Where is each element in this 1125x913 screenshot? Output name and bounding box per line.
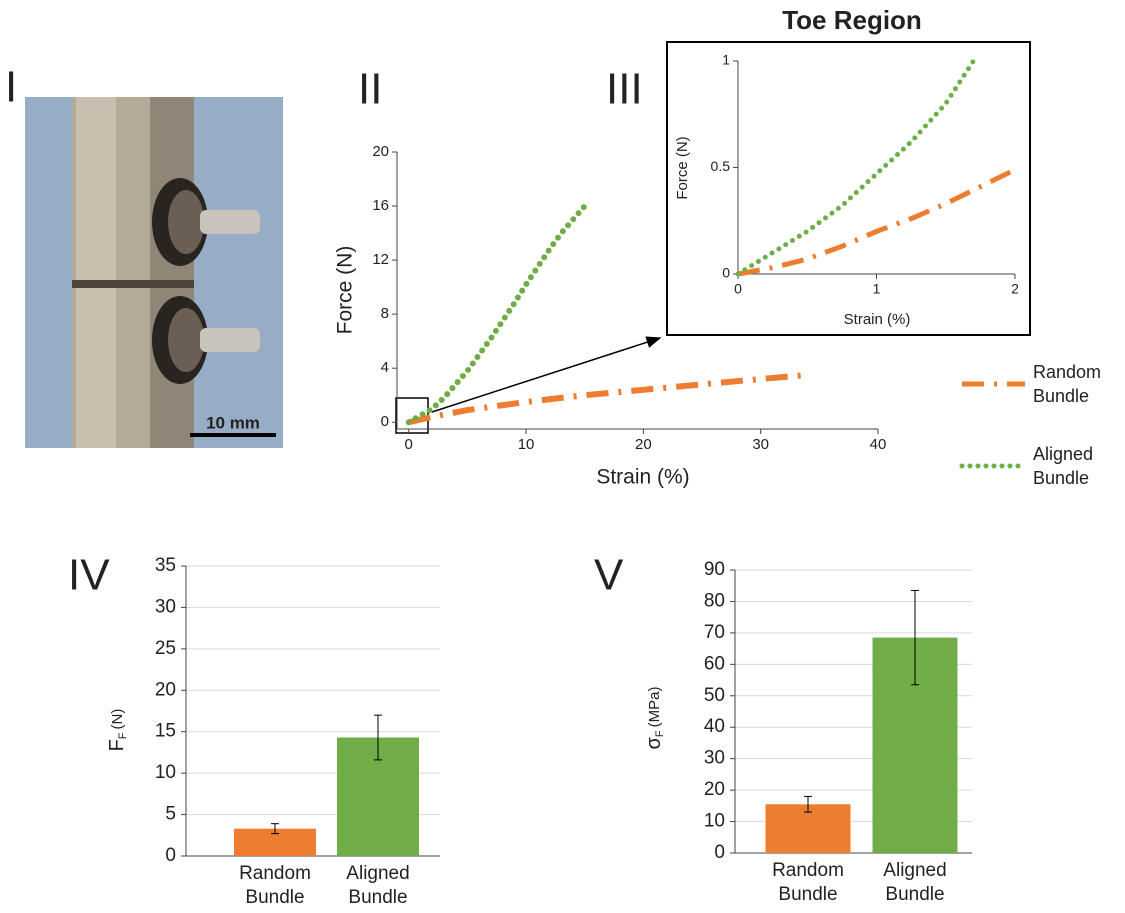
x-tick-label: Aligned Bundle <box>333 862 423 910</box>
y-tick-label: 0 <box>714 842 725 863</box>
x-tick-label: 30 <box>752 436 769 453</box>
y-axis-title: σF (MPa) <box>643 687 666 750</box>
y-tick-label: 70 <box>704 622 725 643</box>
x-tick-label: 0 <box>734 281 742 297</box>
y-tick-label: 20 <box>155 679 176 700</box>
x-tick-label: 40 <box>870 436 887 453</box>
y-axis-title: FF (N) <box>106 709 129 752</box>
y-axis-title-sub: F <box>654 730 666 737</box>
x-tick-label: Random Bundle <box>230 862 320 910</box>
panel-label: IV <box>68 551 110 600</box>
panel-label: III <box>606 65 643 114</box>
y-tick-label: 60 <box>704 653 725 674</box>
y-axis-title-sub: F <box>117 732 129 739</box>
y-tick-label: 90 <box>704 559 725 580</box>
y-tick-label: 25 <box>155 638 176 659</box>
y-tick-label: 35 <box>155 555 176 576</box>
legend-label: Aligned Bundle <box>1033 442 1113 490</box>
y-tick-label: 30 <box>704 748 725 769</box>
series-line <box>409 375 808 422</box>
y-axis-title-main: σ <box>643 736 665 749</box>
y-tick-label: 0 <box>722 265 730 281</box>
series-line <box>738 170 1015 274</box>
x-tick-label: 2 <box>1011 281 1019 297</box>
y-tick-label: 0 <box>381 413 389 430</box>
legend-label: Random Bundle <box>1033 360 1113 408</box>
x-tick-label: 0 <box>405 436 413 453</box>
x-tick-label: 1 <box>873 281 881 297</box>
x-tick-label: Aligned Bundle <box>870 859 960 907</box>
panel-label: I <box>5 63 17 112</box>
y-tick-label: 20 <box>704 779 725 800</box>
inset-frame <box>667 42 1030 335</box>
y-tick-label: 0.5 <box>711 158 731 174</box>
y-tick-label: 40 <box>704 716 725 737</box>
y-tick-label: 15 <box>155 721 176 742</box>
y-tick-label: 20 <box>372 143 389 160</box>
y-tick-label: 50 <box>704 685 725 706</box>
x-axis-title: Strain (%) <box>844 311 911 328</box>
series-line <box>409 206 585 422</box>
figure: 10 mm I II III IV V 048121620010203040St… <box>0 0 1125 913</box>
y-axis-title: Force (N) <box>334 246 357 335</box>
y-tick-label: 5 <box>165 804 176 825</box>
y-tick-label: 30 <box>155 596 176 617</box>
x-tick-label: Random Bundle <box>763 859 853 907</box>
y-tick-label: 1 <box>722 52 730 68</box>
y-tick-label: 12 <box>372 251 389 268</box>
chart-title: Toe Region <box>782 5 922 35</box>
y-tick-label: 16 <box>372 197 389 214</box>
x-tick-label: 10 <box>518 436 535 453</box>
y-axis-title: Force (N) <box>674 136 691 199</box>
y-tick-label: 8 <box>381 305 389 322</box>
y-axis-title-main: F <box>106 739 128 751</box>
y-tick-label: 10 <box>155 762 176 783</box>
y-axis-title-unit: (N) <box>109 709 126 730</box>
x-axis-title: Strain (%) <box>596 466 689 489</box>
scale-bar-label: 10 mm <box>206 413 260 432</box>
figure-canvas: 10 mm I II III IV V 048121620010203040St… <box>0 0 1125 913</box>
x-tick-label: 20 <box>635 436 652 453</box>
panel-label: II <box>358 65 382 114</box>
y-tick-label: 10 <box>704 811 725 832</box>
y-tick-label: 4 <box>381 359 389 376</box>
y-axis-title-unit: (MPa) <box>646 687 663 728</box>
panel-label: V <box>594 551 624 600</box>
y-tick-label: 80 <box>704 590 725 611</box>
y-tick-label: 0 <box>165 845 176 866</box>
photo: 10 mm <box>25 97 283 448</box>
